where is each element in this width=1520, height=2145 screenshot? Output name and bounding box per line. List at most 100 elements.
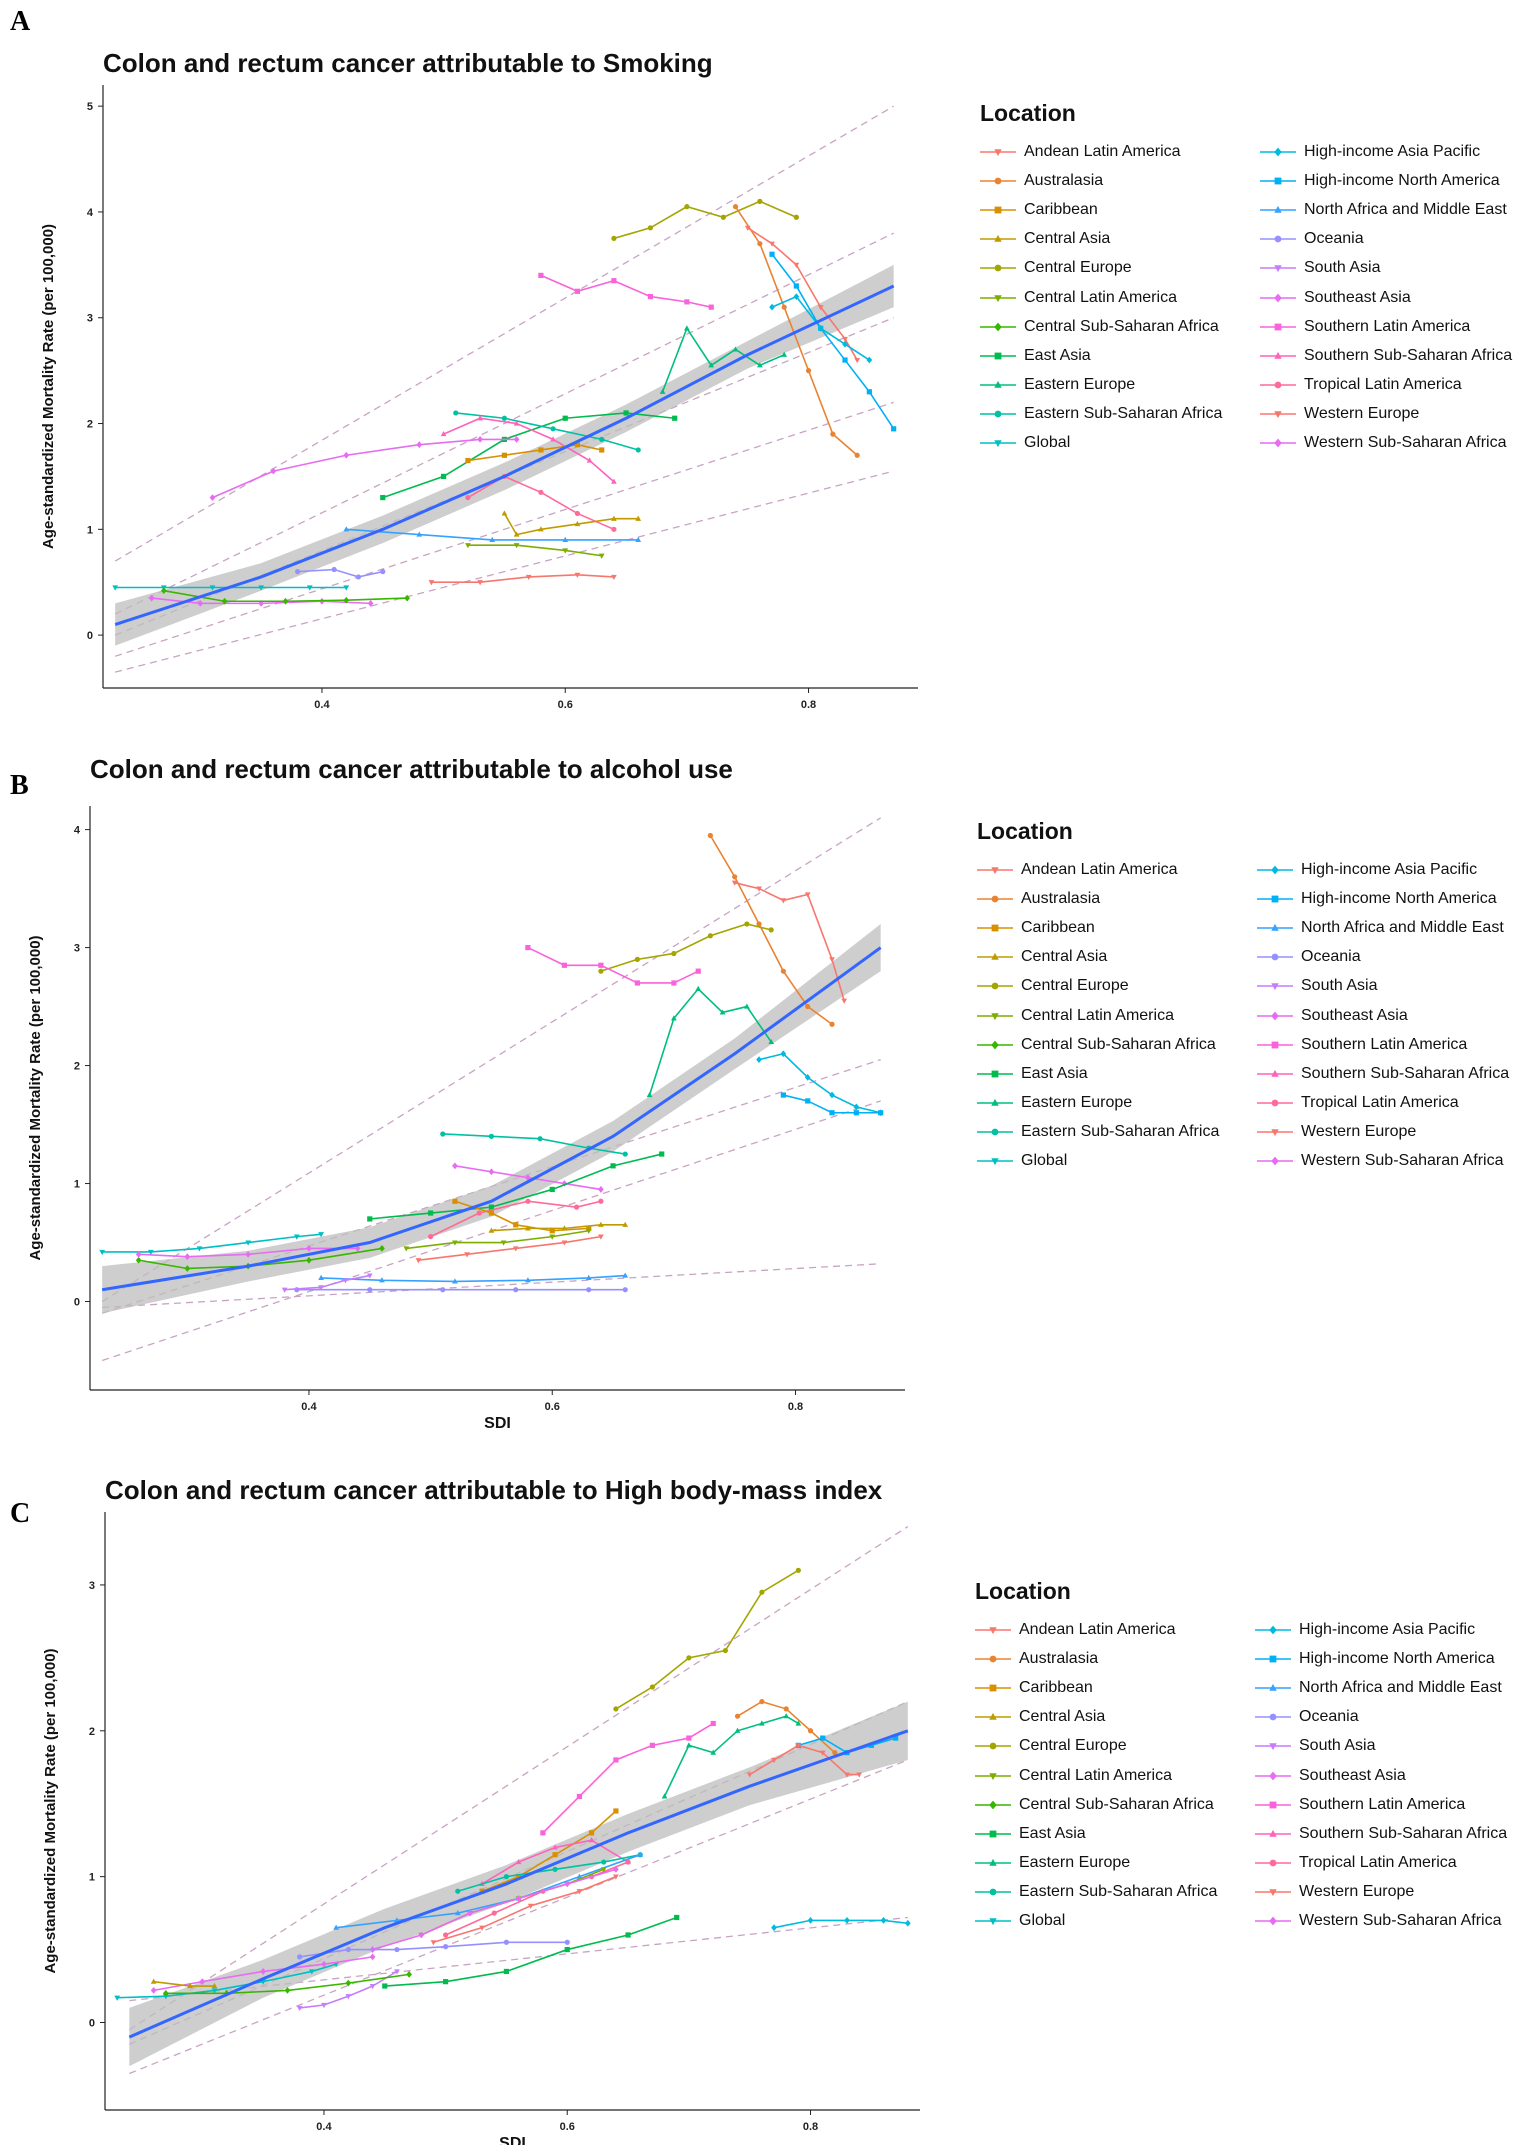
data-point [686, 1735, 692, 1741]
y-tick-label: 2 [89, 1726, 95, 1738]
legend: Location Andean Latin America Australasia… [975, 1578, 1520, 1936]
series-southern-latin-america [540, 1720, 716, 1836]
data-point [732, 346, 739, 352]
data-point [829, 1021, 835, 1027]
legend-label: Central Europe [1021, 977, 1129, 995]
legend-key-icon [980, 410, 1016, 418]
series-andean-latin-america [415, 1234, 604, 1264]
data-point [820, 1735, 826, 1741]
series-eastern-europe [646, 985, 775, 1098]
legend-key-icon [977, 1012, 1013, 1020]
legend-item: Southern Sub-Saharan Africa [1255, 1819, 1520, 1848]
legend-label: Tropical Latin America [1299, 1854, 1457, 1872]
legend-key-icon [1260, 381, 1296, 389]
legend-item: Central Asia [980, 225, 1250, 254]
data-point [844, 1772, 850, 1778]
data-point [442, 1932, 449, 1938]
data-point [209, 585, 216, 591]
panel-a: A Colon and rectum cancer attributable t… [0, 0, 1520, 715]
series-east-asia [382, 1914, 680, 1989]
legend-label: East Asia [1019, 1824, 1086, 1842]
series-eastern-sub-saharan-africa [440, 1131, 628, 1157]
data-point [345, 1994, 352, 2000]
data-point [465, 494, 471, 501]
legend-label: Western Europe [1301, 1123, 1417, 1141]
data-point [613, 1874, 619, 1880]
data-point [757, 241, 763, 247]
legend-label: Global [1024, 434, 1071, 452]
data-point [625, 1932, 631, 1938]
data-point [184, 1265, 191, 1272]
y-tick-label: 4 [74, 825, 81, 837]
legend-item: Central Latin America [975, 1761, 1245, 1790]
data-point [588, 1830, 595, 1836]
data-point [854, 452, 860, 458]
data-point [209, 494, 216, 501]
guide-line [114, 401, 894, 657]
legend-item: East Asia [977, 1059, 1247, 1088]
legend-key-icon [1257, 1129, 1293, 1137]
legend-label: Southern Sub-Saharan Africa [1299, 1824, 1508, 1842]
data-point [600, 1867, 607, 1873]
legend-key-icon [1257, 953, 1293, 961]
data-point [525, 1225, 531, 1231]
data-point [394, 1969, 400, 1975]
legend-item: Eastern Sub-Saharan Africa [980, 400, 1250, 429]
data-point [756, 886, 762, 892]
x-tick-label: 0.4 [316, 2121, 332, 2133]
confidence-band [102, 923, 881, 1314]
legend-key-icon [1255, 1801, 1291, 1809]
data-point [513, 543, 520, 549]
data-point [513, 420, 520, 426]
data-point [112, 585, 119, 591]
data-point [114, 1995, 121, 2001]
data-point [465, 543, 471, 549]
series-global [99, 1232, 324, 1256]
data-point [296, 2005, 303, 2012]
x-tick-label: 0.8 [803, 2121, 818, 2133]
data-point [297, 1954, 303, 1960]
legend-label: Southern Latin America [1301, 1035, 1468, 1053]
legend-label: Australasia [1019, 1649, 1099, 1667]
data-point [601, 1859, 607, 1865]
y-tick-label: 0 [87, 630, 93, 642]
legend-item: Central Europe [975, 1732, 1245, 1761]
data-point [635, 447, 641, 453]
chart-title: Colon and rectum cancer attributable to … [105, 1475, 883, 1505]
legend-title: Location [975, 1578, 1071, 1604]
y-tick-label: 2 [74, 1061, 80, 1073]
confidence-band [115, 264, 894, 646]
data-point [780, 1050, 787, 1058]
data-point [355, 574, 362, 580]
data-point [734, 1727, 741, 1733]
data-point [427, 1234, 434, 1240]
data-point [720, 214, 726, 220]
data-point [379, 1277, 385, 1283]
data-point [442, 1944, 449, 1950]
data-point [807, 1728, 814, 1734]
data-point [416, 531, 423, 537]
data-point [537, 1136, 543, 1142]
legend-key-icon [980, 264, 1016, 272]
legend-key-icon [1260, 323, 1296, 331]
x-axis-label: SDI [484, 1415, 511, 1432]
data-point [598, 968, 604, 974]
legend-item: South Asia [1257, 972, 1520, 1001]
series-line [734, 881, 845, 1001]
series-global [114, 1962, 339, 2001]
data-point [342, 1278, 349, 1284]
legend-label: Western Sub-Saharan Africa [1304, 434, 1507, 452]
data-point [452, 1278, 458, 1284]
data-point [707, 832, 713, 839]
guide-line [129, 1916, 908, 2002]
data-point [562, 415, 568, 421]
legend-label: South Asia [1299, 1737, 1376, 1755]
data-point [844, 1917, 850, 1924]
data-point [598, 962, 604, 968]
data-point [707, 933, 713, 939]
legend-key-icon [980, 235, 1016, 242]
data-point [853, 1110, 859, 1116]
data-point [829, 1091, 835, 1099]
y-tick-label: 5 [87, 101, 93, 113]
data-point [759, 1699, 765, 1705]
